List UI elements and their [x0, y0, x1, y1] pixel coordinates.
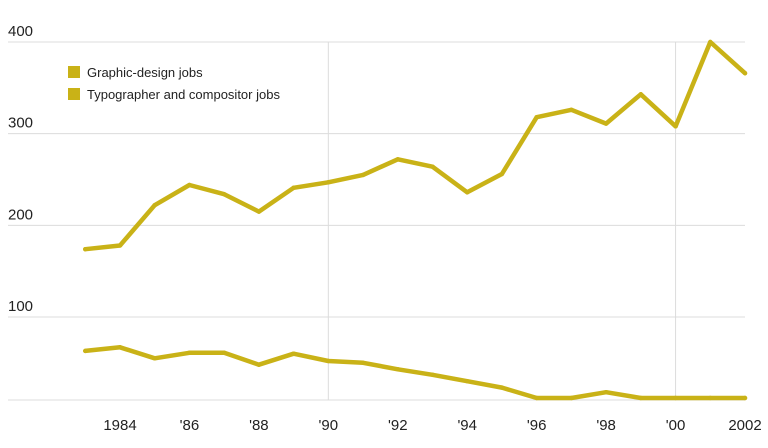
data-point-s2-1989: [291, 351, 296, 356]
series-line-1: [83, 39, 748, 252]
data-point-s1-1990: [326, 180, 331, 185]
grid: [8, 41, 745, 401]
data-point-s2-1995: [499, 385, 505, 390]
data-point-s2-1984: [117, 345, 123, 350]
data-point-s2-1987: [221, 350, 227, 355]
x-tick-label-1990: '90: [319, 417, 339, 434]
x-tick-label-1998: '98: [596, 417, 616, 434]
legend-label-1: Graphic-design jobs: [87, 65, 203, 80]
data-point-s2-2000: [673, 395, 678, 401]
data-point-s1-1984: [117, 243, 123, 248]
data-point-s2-1991: [360, 360, 366, 366]
data-point-s1-1988: [256, 209, 262, 214]
x-tick-label-1988: '88: [249, 417, 269, 434]
legend: Graphic-design jobs Typographer and compo…: [68, 65, 280, 102]
data-point-s1-1987: [221, 191, 227, 197]
data-point-s1-2001: [708, 39, 713, 45]
x-axis-ticks: 1984 '86 '88 '90 '92 '94 '96 '98 '00 2002: [103, 417, 761, 434]
data-point-s2-1994: [465, 378, 470, 384]
x-tick-label-1996: '96: [527, 417, 547, 434]
x-tick-label-2002: 2002: [728, 417, 761, 434]
data-point-s1-1992: [395, 157, 400, 162]
x-tick-label-2000: '00: [666, 417, 686, 434]
x-tick-label-1994: '94: [457, 417, 477, 434]
data-point-s1-1993: [430, 164, 435, 169]
data-point-s1-2002: [742, 70, 748, 76]
data-point-s2-1993: [430, 372, 435, 377]
data-point-s2-1998: [603, 389, 609, 395]
data-point-s2-1986: [187, 350, 192, 355]
data-point-s2-1983: [83, 348, 88, 354]
data-point-s1-1998: [603, 121, 609, 126]
x-tick-label-1984: 1984: [103, 417, 136, 434]
data-point-s1-1985: [152, 202, 157, 208]
data-point-s2-1999: [638, 395, 644, 401]
legend-swatch-1: [68, 66, 80, 78]
data-point-s1-1999: [638, 92, 644, 97]
data-point-s2-1997: [569, 395, 574, 401]
data-point-s2-1992: [395, 367, 400, 372]
data-point-s1-2000: [673, 124, 678, 129]
data-point-s1-1986: [187, 182, 192, 188]
data-point-s2-2002: [742, 395, 748, 401]
data-point-s2-1985: [152, 356, 157, 361]
legend-swatch-2: [68, 88, 80, 100]
data-point-s1-1996: [534, 114, 539, 120]
x-tick-label-1986: '86: [180, 417, 200, 434]
data-point-s2-1990: [326, 358, 331, 364]
data-point-s1-1997: [569, 107, 574, 113]
data-point-s1-1994: [465, 190, 470, 195]
data-point-s1-1983: [83, 246, 88, 252]
x-tick-label-1992: '92: [388, 417, 408, 434]
y-axis-ticks: 100 200 300 400: [8, 23, 33, 315]
data-point-s2-1988: [256, 362, 262, 367]
y-tick-label-300: 300: [8, 115, 33, 132]
data-point-s1-1995: [499, 171, 505, 177]
y-tick-label-200: 200: [8, 206, 33, 223]
y-tick-label-400: 400: [8, 23, 33, 40]
data-point-s1-1991: [360, 172, 366, 178]
series-lines: [83, 39, 748, 401]
series-line-2: [83, 345, 748, 401]
y-tick-label-100: 100: [8, 298, 33, 315]
data-point-s2-2001: [708, 395, 713, 401]
data-point-s2-1996: [534, 395, 539, 401]
legend-label-2: Typographer and compositor jobs: [87, 87, 280, 102]
data-point-s1-1989: [291, 185, 296, 190]
